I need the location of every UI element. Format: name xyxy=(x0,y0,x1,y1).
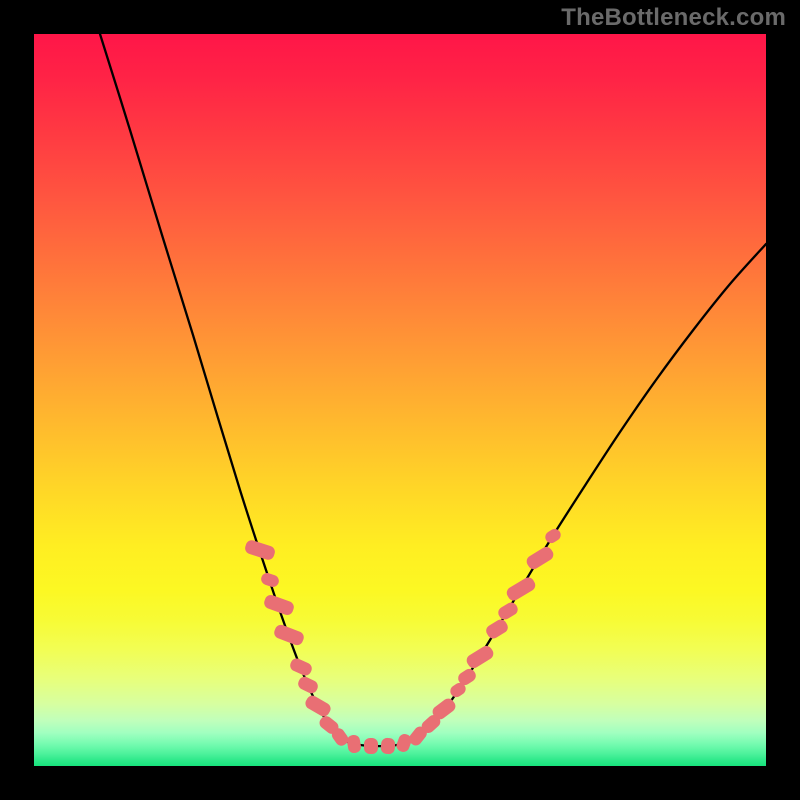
plot-background-gradient xyxy=(34,34,766,766)
curve-marker xyxy=(364,738,378,754)
bottleneck-curve-chart xyxy=(0,0,800,800)
watermark-text: TheBottleneck.com xyxy=(561,4,786,32)
frame-left xyxy=(0,0,34,800)
frame-right xyxy=(766,0,800,800)
frame-bottom xyxy=(0,766,800,800)
